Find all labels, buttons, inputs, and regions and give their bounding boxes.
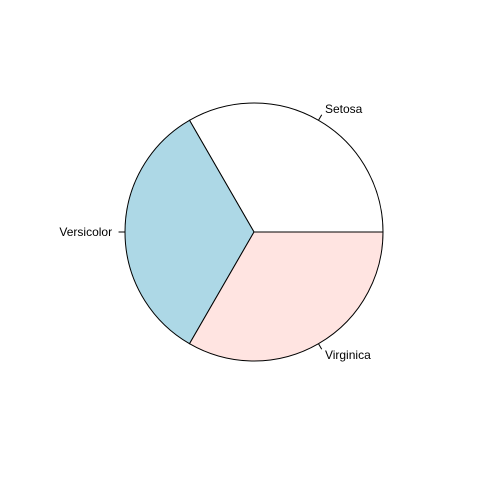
slice-labels-layer: Setosa Versicolor Virginica xyxy=(59,102,371,362)
pie-slice-versicolor xyxy=(124,119,255,345)
pie-slice-setosa xyxy=(188,102,384,233)
slice-label-versicolor: Versicolor xyxy=(59,225,112,239)
slices-layer xyxy=(124,102,384,362)
leader-ticks-layer xyxy=(118,114,323,350)
leader-tick-virginica xyxy=(318,343,323,350)
leader-tick-setosa xyxy=(318,114,323,121)
slice-label-setosa: Setosa xyxy=(325,102,363,116)
pie-slice-virginica xyxy=(188,231,384,362)
slice-label-virginica: Virginica xyxy=(325,348,371,362)
